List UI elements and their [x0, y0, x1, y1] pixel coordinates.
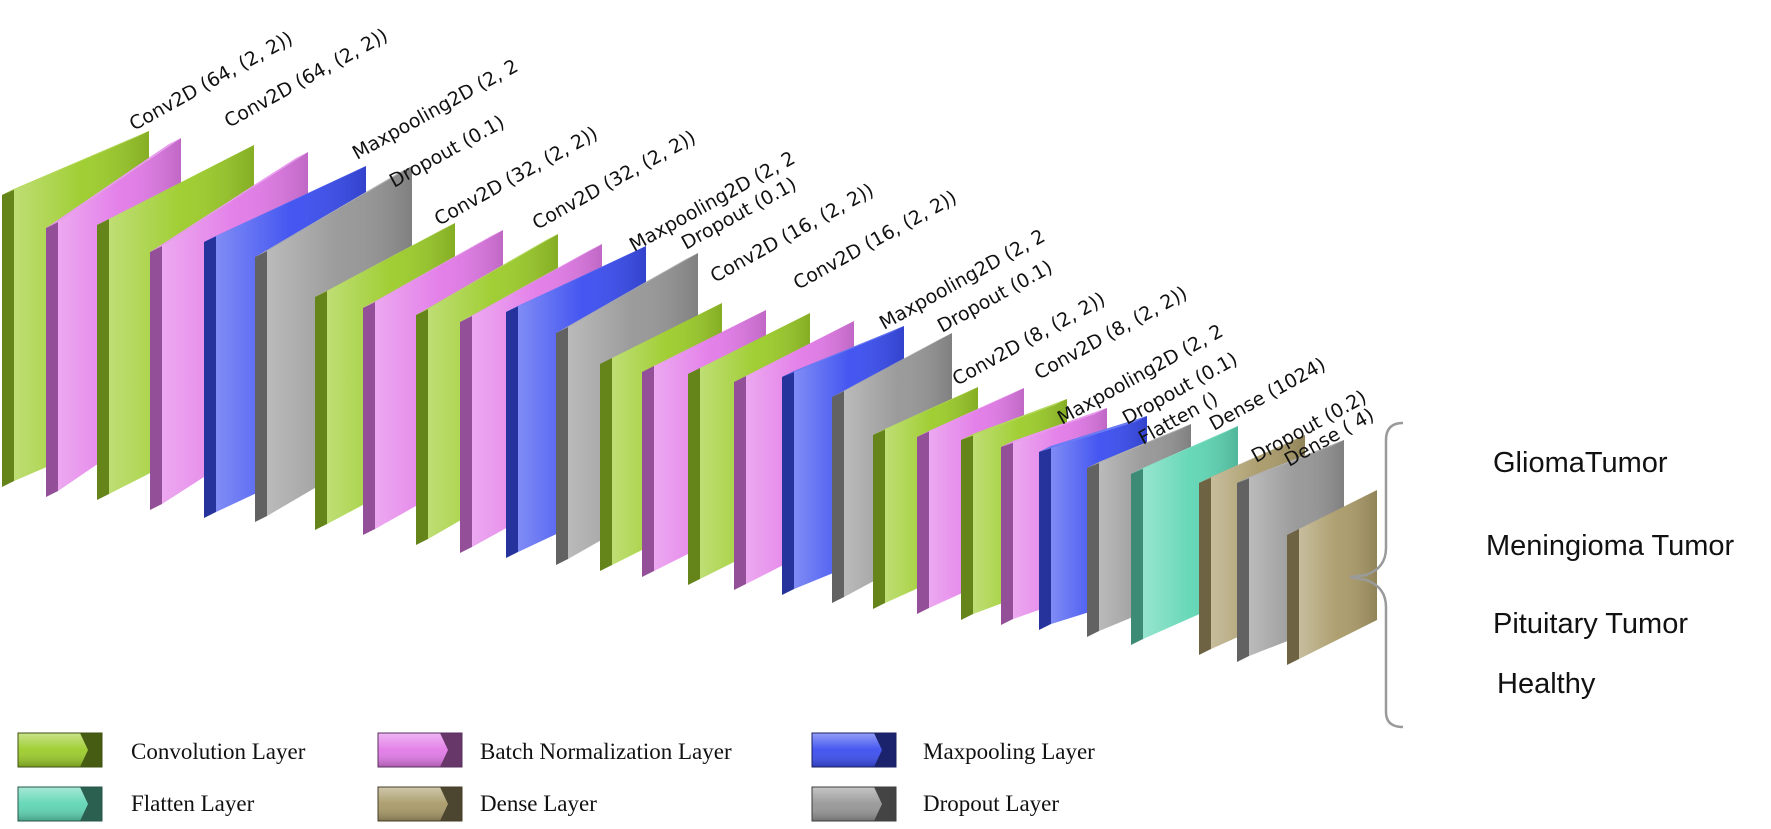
layer-top-edge	[255, 166, 412, 257]
legend-label: Dropout Layer	[923, 791, 1059, 816]
layer-front-face	[416, 309, 428, 545]
layer-front-face	[873, 429, 885, 609]
layer-top-edge	[315, 223, 455, 297]
layer-front-face	[1287, 529, 1299, 665]
legend-item-pool: Maxpooling Layer	[811, 732, 1095, 768]
layer-front-face	[961, 434, 973, 620]
layer-top-edge	[1087, 424, 1191, 468]
layer-top-edge	[1131, 426, 1238, 474]
legend-swatch	[811, 732, 897, 768]
layer-top-edge	[832, 333, 952, 397]
layer-front-face	[1087, 462, 1099, 637]
layer-top-edge	[917, 388, 1024, 437]
legend: Convolution Layer Batch Normalization Lay…	[17, 732, 1095, 822]
layer-front-face	[46, 222, 58, 497]
legend-swatch	[17, 732, 103, 768]
layer-top-edge	[363, 230, 503, 308]
layer-front-face	[363, 302, 375, 535]
layer-top-edge	[873, 387, 978, 435]
output-classes: GliomaTumor Meningioma Tumor Pituitary T…	[1349, 421, 1735, 729]
layer-top-edge	[204, 166, 366, 242]
layer-front-face	[600, 358, 612, 571]
class-label-meningioma: Meningioma Tumor	[1486, 530, 1735, 562]
layer-front-face	[1039, 446, 1051, 630]
layer-front-face	[204, 236, 216, 518]
layer-top-edge	[1001, 408, 1107, 447]
layer-top-edge	[1199, 435, 1305, 483]
legend-swatch	[377, 786, 463, 822]
layer-side-highlight	[1299, 490, 1377, 659]
layer-28-dense	[1287, 490, 1377, 665]
legend-item-drop: Dropout Layer	[811, 786, 1059, 822]
legend-swatch	[811, 786, 897, 822]
layer-front-face	[556, 327, 568, 565]
class-label-healthy: Healthy	[1497, 668, 1596, 700]
layer-top-edge	[150, 152, 308, 252]
layer-top-edge	[1237, 440, 1344, 483]
layer-top-edge	[506, 246, 646, 312]
layer-front-face	[1237, 477, 1249, 662]
layer-front-face	[97, 219, 109, 500]
layer-front-face	[1199, 477, 1211, 655]
class-label-pituitary: Pituitary Tumor	[1493, 608, 1688, 640]
layer-top-edge	[556, 253, 698, 333]
layer-top-edge	[2, 131, 149, 195]
layer-front-face	[315, 291, 327, 530]
layer-top-edge	[416, 234, 558, 315]
legend-label: Convolution Layer	[131, 739, 306, 764]
legend-label: Batch Normalization Layer	[480, 739, 732, 764]
layer-front-face	[734, 376, 746, 590]
layer-top-edge	[734, 321, 854, 382]
class-label-glioma: GliomaTumor	[1493, 447, 1668, 479]
layer-front-face	[1131, 468, 1143, 645]
legend-item-dense: Dense Layer	[377, 786, 597, 822]
layer-front-face	[2, 189, 14, 487]
legend-label: Dense Layer	[480, 791, 597, 816]
layer-top-edge	[1039, 416, 1147, 452]
layer-top-edge	[46, 138, 181, 228]
layer-label-15: Conv2D (16, (2, 2))	[790, 186, 961, 294]
legend-label: Flatten Layer	[131, 791, 255, 816]
legend-swatch	[377, 732, 463, 768]
legend-item-bn: Batch Normalization Layer	[377, 732, 732, 768]
layer-stack	[2, 131, 1377, 665]
layer-front-face	[688, 368, 700, 585]
legend-item-flatten: Flatten Layer	[17, 786, 255, 822]
layer-label-3: Conv2D (64, (2, 2))	[221, 24, 392, 132]
layer-front-face	[642, 366, 654, 577]
layer-front-face	[506, 306, 518, 558]
layer-front-face	[832, 391, 844, 603]
layer-top-edge	[97, 145, 254, 225]
legend-item-conv: Convolution Layer	[17, 732, 306, 768]
layer-top-edge	[782, 326, 904, 377]
layer-front-face	[1001, 441, 1013, 625]
layer-front-face	[917, 431, 929, 614]
legend-swatch	[17, 786, 103, 822]
layer-front-face	[460, 316, 472, 553]
layer-top-edge	[961, 399, 1067, 440]
layer-front-face	[782, 371, 794, 595]
legend-label: Maxpooling Layer	[923, 739, 1095, 764]
layer-label-1: Conv2D (64, (2, 2))	[126, 27, 297, 135]
layer-top-edge	[460, 244, 602, 322]
layer-front-face	[150, 246, 162, 510]
layer-front-face	[255, 251, 267, 522]
output-brace	[1349, 421, 1404, 729]
